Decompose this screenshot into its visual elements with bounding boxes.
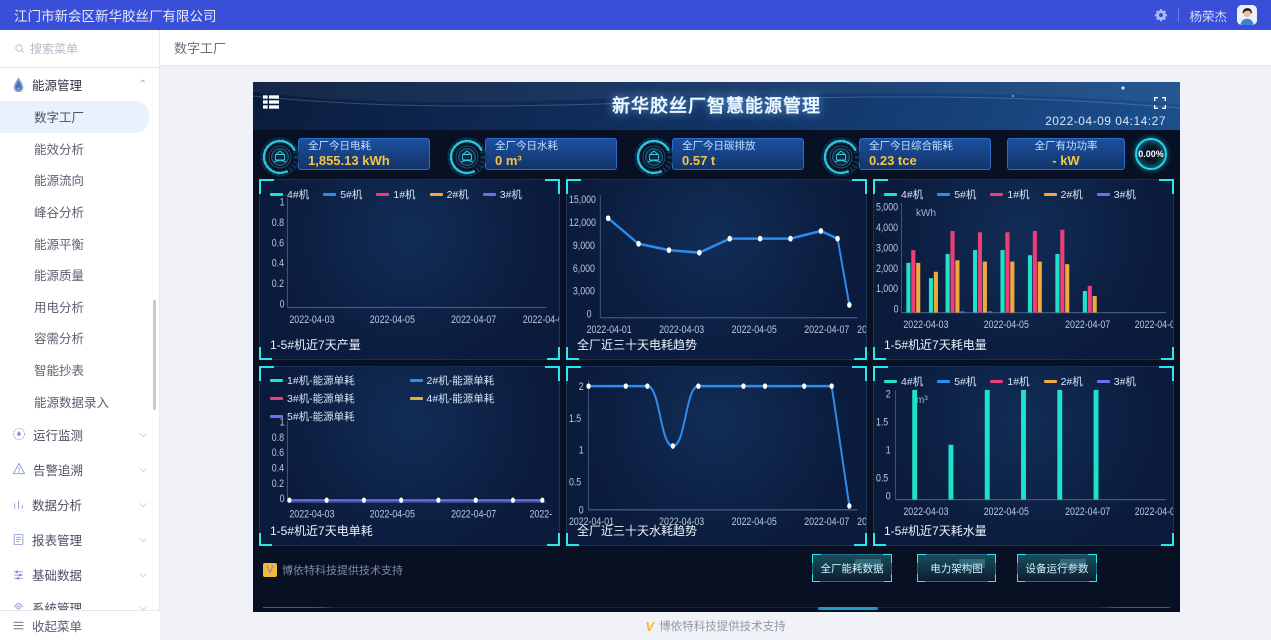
- svg-text:2022-04-07: 2022-04-07: [804, 324, 849, 336]
- svg-text:2022-04-05: 2022-04-05: [732, 516, 777, 528]
- svg-text:0: 0: [280, 493, 285, 505]
- svg-text:2022-04-03: 2022-04-03: [903, 319, 948, 331]
- svg-text:12,000: 12,000: [569, 217, 596, 229]
- svg-text:2022-04-0: 2022-04-0: [857, 516, 866, 528]
- svg-text:0: 0: [886, 490, 891, 502]
- svg-text:0: 0: [587, 309, 592, 321]
- svg-text:2022-04-05: 2022-04-05: [984, 505, 1029, 517]
- svg-text:0.2: 0.2: [272, 477, 285, 489]
- svg-text:2022-04-0: 2022-04-0: [1135, 319, 1173, 331]
- svg-text:0.5: 0.5: [569, 476, 582, 488]
- svg-text:1: 1: [280, 197, 285, 209]
- svg-text:0.4: 0.4: [272, 258, 285, 270]
- svg-text:0.8: 0.8: [272, 431, 285, 443]
- svg-text:1: 1: [579, 444, 584, 456]
- svg-text:5,000: 5,000: [876, 202, 898, 214]
- svg-text:2022-04-03: 2022-04-03: [903, 505, 948, 517]
- svg-text:2022-04-07: 2022-04-07: [451, 314, 496, 326]
- svg-text:1.5: 1.5: [569, 412, 582, 424]
- svg-text:0.5: 0.5: [876, 472, 889, 484]
- svg-text:4,000: 4,000: [876, 222, 898, 234]
- svg-text:2: 2: [579, 380, 584, 392]
- svg-text:2: 2: [886, 388, 891, 400]
- svg-text:1,000: 1,000: [876, 283, 898, 295]
- svg-text:0: 0: [280, 299, 285, 311]
- svg-text:2022-04-05: 2022-04-05: [984, 319, 1029, 331]
- svg-text:2022-: 2022-: [530, 508, 553, 520]
- svg-text:2022-04-05: 2022-04-05: [370, 508, 415, 520]
- svg-text:2022-04-05: 2022-04-05: [732, 324, 777, 336]
- svg-text:1.5: 1.5: [876, 416, 889, 428]
- svg-text:0.8: 0.8: [272, 217, 285, 229]
- svg-text:2022-04-07: 2022-04-07: [451, 508, 496, 520]
- svg-text:2022-04-0: 2022-04-0: [857, 324, 866, 336]
- svg-text:0.2: 0.2: [272, 278, 285, 290]
- svg-text:2,000: 2,000: [876, 263, 898, 275]
- svg-text:2022-04-03: 2022-04-03: [289, 508, 334, 520]
- svg-text:2022-04-03: 2022-04-03: [289, 314, 334, 326]
- svg-text:0.6: 0.6: [272, 237, 285, 249]
- svg-text:6,000: 6,000: [573, 263, 595, 275]
- svg-text:2022-04-0: 2022-04-0: [523, 314, 559, 326]
- svg-text:2022-04-07: 2022-04-07: [1065, 319, 1110, 331]
- svg-text:9,000: 9,000: [573, 240, 595, 252]
- svg-text:1: 1: [886, 444, 891, 456]
- svg-text:1: 1: [280, 416, 285, 428]
- svg-text:2022-04-07: 2022-04-07: [804, 516, 849, 528]
- svg-text:0: 0: [894, 304, 899, 316]
- svg-text:2022-04-07: 2022-04-07: [1065, 505, 1110, 517]
- svg-text:2022-04-05: 2022-04-05: [370, 314, 415, 326]
- svg-text:3,000: 3,000: [573, 286, 595, 298]
- svg-text:15,000: 15,000: [569, 194, 596, 206]
- svg-text:2022-04-03: 2022-04-03: [659, 324, 704, 336]
- svg-text:0.4: 0.4: [272, 462, 285, 474]
- svg-text:2022-04-0: 2022-04-0: [1135, 505, 1173, 517]
- svg-text:3,000: 3,000: [876, 242, 898, 254]
- svg-text:0.6: 0.6: [272, 447, 285, 459]
- svg-text:2022-04-01: 2022-04-01: [587, 324, 632, 336]
